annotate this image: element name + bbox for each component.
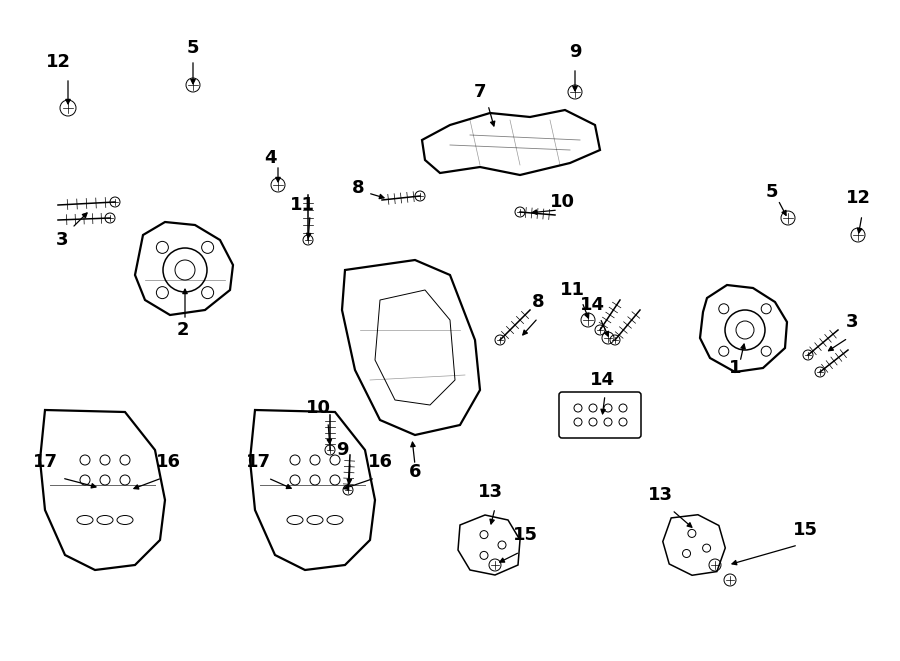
Text: 13: 13	[647, 486, 672, 504]
Text: 9: 9	[336, 441, 348, 459]
Text: 14: 14	[590, 371, 615, 389]
Text: 15: 15	[793, 521, 817, 539]
Text: 11: 11	[560, 281, 584, 299]
Text: 10: 10	[550, 193, 574, 211]
Text: 5: 5	[187, 39, 199, 57]
Text: 1: 1	[729, 359, 742, 377]
Text: 16: 16	[367, 453, 392, 471]
Text: 3: 3	[56, 231, 68, 249]
Text: 7: 7	[473, 83, 486, 101]
Text: 12: 12	[46, 53, 70, 71]
Text: 13: 13	[478, 483, 502, 501]
Text: 16: 16	[156, 453, 181, 471]
Text: 14: 14	[580, 296, 605, 314]
Text: 6: 6	[409, 463, 421, 481]
FancyBboxPatch shape	[559, 392, 641, 438]
Text: 8: 8	[532, 293, 544, 311]
Text: 4: 4	[264, 149, 276, 167]
Text: 15: 15	[512, 526, 537, 544]
Text: 10: 10	[305, 399, 330, 417]
Text: 2: 2	[176, 321, 189, 339]
Text: 11: 11	[290, 196, 314, 214]
Text: 3: 3	[846, 313, 859, 331]
Text: 17: 17	[246, 453, 271, 471]
Text: 9: 9	[569, 43, 581, 61]
Text: 8: 8	[352, 179, 365, 197]
Text: 5: 5	[766, 183, 778, 201]
Text: 17: 17	[32, 453, 58, 471]
Text: 12: 12	[845, 189, 870, 207]
